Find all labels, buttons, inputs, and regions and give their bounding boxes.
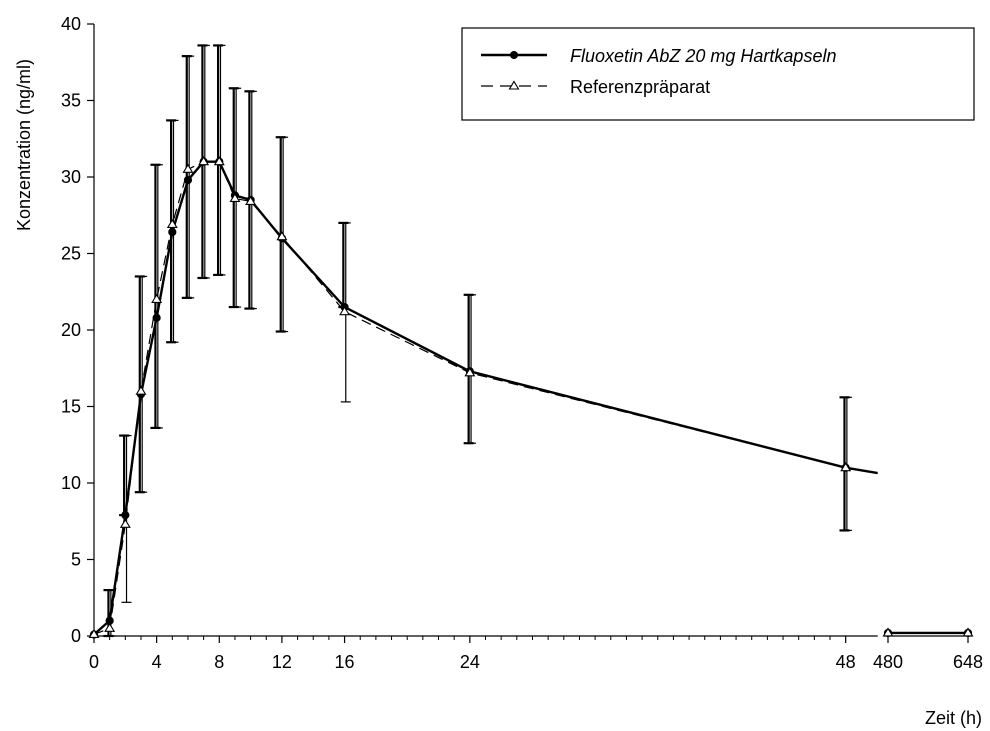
y-tick-label-0: 0 xyxy=(71,626,81,646)
point-s2-2 xyxy=(119,518,131,528)
point-s2-4 xyxy=(151,293,163,303)
y-tick-label-30: 30 xyxy=(61,167,81,187)
legend-label-series-2: Referenzpräparat xyxy=(570,77,710,97)
legend-box xyxy=(461,27,975,121)
y-tick-label-25: 25 xyxy=(61,244,81,264)
y-tick-label-5: 5 xyxy=(71,550,81,570)
point-s1-2 xyxy=(121,511,130,520)
series-line-1 xyxy=(93,160,878,636)
point-s2-10 xyxy=(245,195,257,206)
y-tick-label-15: 15 xyxy=(61,397,81,417)
x-tick-label-16: 16 xyxy=(335,652,355,672)
point-s1-5 xyxy=(168,227,177,237)
point-s2-1 xyxy=(104,622,116,632)
x-tick-label-8: 8 xyxy=(214,652,224,672)
point-s2-16 xyxy=(339,306,351,316)
point-s2-24 xyxy=(464,367,476,377)
series-line-2 xyxy=(93,161,878,636)
x-tick-label-48: 48 xyxy=(836,652,856,672)
point-s2-7 xyxy=(198,156,210,166)
point-s2-48 xyxy=(840,462,852,472)
tick-marks xyxy=(87,23,969,643)
x-axis-label: Zeit (h) xyxy=(925,708,982,728)
point-s2-5 xyxy=(166,218,178,228)
point-s2-6 xyxy=(182,163,194,173)
x-tick-label-648: 648 xyxy=(953,652,983,672)
x-tick-label-24: 24 xyxy=(460,652,480,672)
error-bars xyxy=(103,44,852,638)
legend: Fluoxetin AbZ 20 mg Hartkapseln Referenz… xyxy=(461,27,975,121)
point-s2-648 xyxy=(962,627,974,637)
x-tick-label-0: 0 xyxy=(89,652,99,672)
legend-marker-series-1 xyxy=(510,51,518,59)
point-s2-12 xyxy=(276,231,288,241)
series-markers xyxy=(88,156,974,639)
y-axis-label: Konzentration (ng/ml) xyxy=(14,59,34,231)
point-s2-0 xyxy=(88,628,100,639)
point-s1-4 xyxy=(152,313,161,322)
x-tick-label-12: 12 xyxy=(272,652,292,672)
x-tick-label-480: 480 xyxy=(873,652,903,672)
point-s1-6 xyxy=(183,175,193,185)
x-tick-label-4: 4 xyxy=(152,652,162,672)
point-s2-8 xyxy=(213,156,225,166)
point-s2-9 xyxy=(229,192,241,202)
y-tick-label-20: 20 xyxy=(61,320,81,340)
y-tick-label-10: 10 xyxy=(61,473,81,493)
point-s2-3 xyxy=(135,385,147,395)
y-tick-label-40: 40 xyxy=(61,14,81,34)
y-tick-label-35: 35 xyxy=(61,91,81,111)
legend-marker-series-2 xyxy=(508,80,520,90)
point-s2-480 xyxy=(882,627,894,637)
legend-label-series-1: Fluoxetin AbZ 20 mg Hartkapseln xyxy=(570,46,836,66)
series-lines xyxy=(93,160,968,636)
